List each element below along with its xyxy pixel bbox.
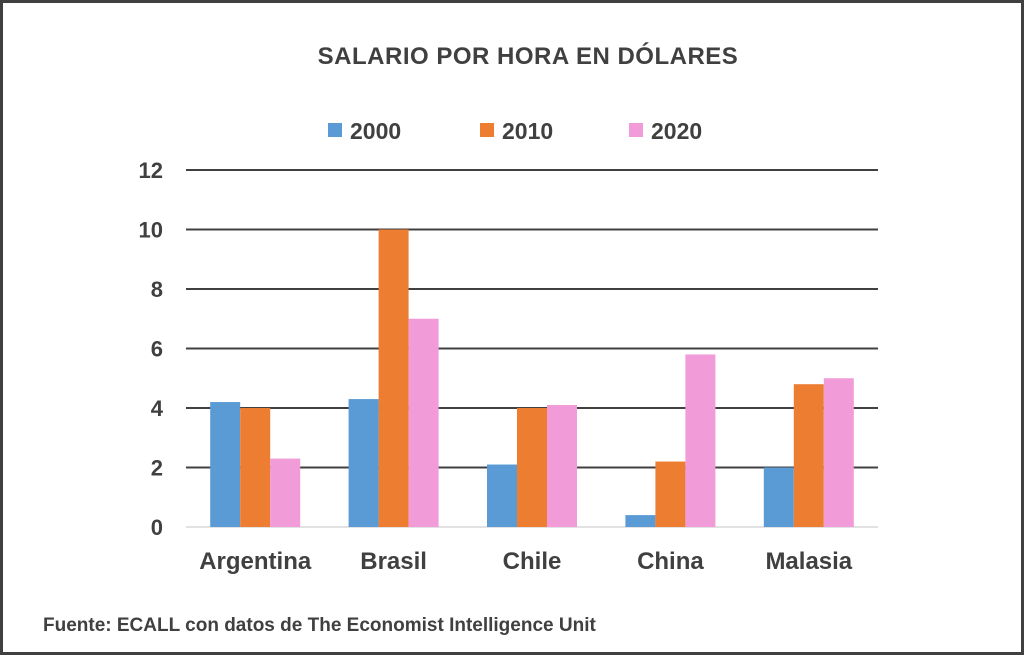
y-tick-label: 0 (151, 515, 163, 540)
y-tick-label: 8 (151, 277, 163, 302)
y-tick-label: 4 (151, 396, 164, 421)
bar-chile-2000 (487, 464, 517, 527)
x-axis: Argentina Brasil Chile China Malasia (199, 548, 853, 575)
x-tick-label: Brasil (360, 548, 427, 575)
legend-swatch-2020 (629, 123, 643, 137)
chart-title: SALARIO POR HORA EN DÓLARES (318, 42, 739, 70)
legend-swatch-2010 (480, 123, 494, 137)
bars (210, 229, 854, 527)
y-axis: 0 2 4 6 8 10 12 (139, 158, 164, 540)
bar-china-2000 (625, 515, 656, 527)
y-tick-label: 10 (139, 218, 163, 243)
y-tick-label: 6 (151, 337, 163, 362)
legend: 2000 2010 2020 (328, 118, 702, 144)
legend-label-2000: 2000 (350, 118, 401, 144)
legend-label-2020: 2020 (651, 118, 702, 144)
bar-china-2020 (685, 354, 716, 527)
y-tick-label: 12 (139, 158, 163, 183)
bar-argentina-2010 (240, 408, 271, 527)
bar-china-2010 (655, 461, 686, 527)
legend-label-2010: 2010 (502, 118, 553, 144)
y-tick-label: 2 (151, 456, 163, 481)
bar-malasia-2000 (763, 467, 794, 527)
bar-chile-2010 (517, 408, 547, 527)
bar-argentina-2020 (270, 458, 301, 527)
bar-malasia-2020 (823, 378, 854, 527)
bar-chart: SALARIO POR HORA EN DÓLARES 2000 2010 2020… (43, 42, 878, 636)
x-tick-label: Malasia (765, 548, 852, 575)
bar-malasia-2010 (793, 384, 824, 527)
bar-chile-2020 (547, 405, 577, 527)
bar-brasil-2010 (378, 229, 409, 527)
x-tick-label: Chile (503, 548, 562, 575)
bar-brasil-2000 (348, 399, 379, 527)
x-tick-label: Argentina (199, 548, 312, 575)
source-note: Fuente: ECALL con datos de The Economist… (43, 615, 596, 636)
legend-swatch-2000 (328, 123, 342, 137)
x-tick-label: China (637, 548, 704, 575)
bar-argentina-2000 (210, 402, 241, 527)
bar-brasil-2020 (408, 318, 439, 527)
